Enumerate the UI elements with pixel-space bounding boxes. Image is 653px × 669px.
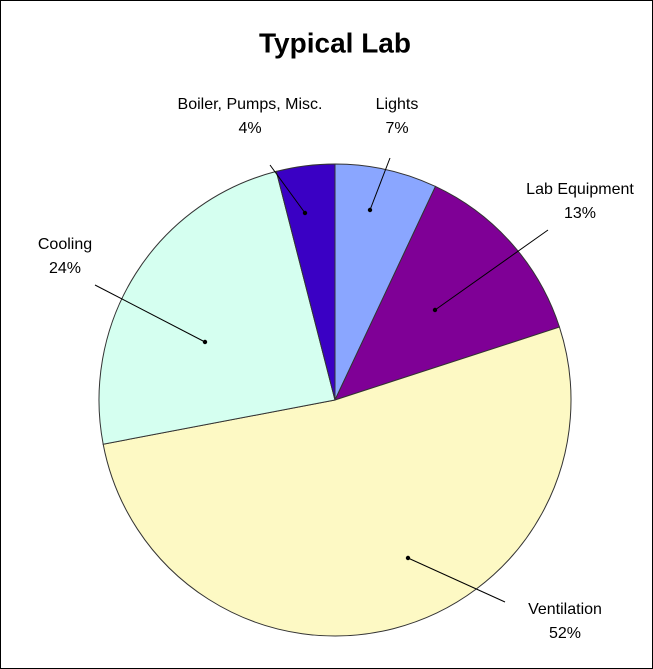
slice-label: Cooling	[38, 236, 92, 253]
slice-label: Lab Equipment	[526, 181, 634, 198]
slice-value-label: 4%	[238, 120, 261, 137]
leader-dot	[202, 339, 208, 345]
chart-title: Typical Lab	[259, 27, 411, 58]
slice-value-label: 24%	[49, 260, 81, 277]
slice-label: Lights	[376, 96, 419, 113]
pie-slice	[334, 163, 437, 401]
leader-dot	[405, 555, 411, 561]
leader-line	[94, 284, 206, 343]
leader-line	[407, 557, 506, 603]
pie-slice	[334, 185, 561, 401]
leader-dot	[432, 307, 438, 313]
slice-label: Ventilation	[528, 601, 602, 618]
slice-value-label: 7%	[385, 120, 408, 137]
pie-slice	[98, 170, 336, 445]
slice-label: Boiler, Pumps, Misc.	[178, 96, 323, 113]
slice-value-label: 13%	[564, 205, 596, 222]
leader-line	[369, 157, 391, 211]
leader-dot	[367, 207, 373, 213]
slice-value-label: 52%	[549, 625, 581, 642]
pie-slice	[275, 163, 336, 401]
leader-line	[269, 164, 306, 214]
leader-dot	[302, 210, 308, 216]
pie-slice	[102, 326, 572, 637]
leader-line	[434, 229, 549, 311]
